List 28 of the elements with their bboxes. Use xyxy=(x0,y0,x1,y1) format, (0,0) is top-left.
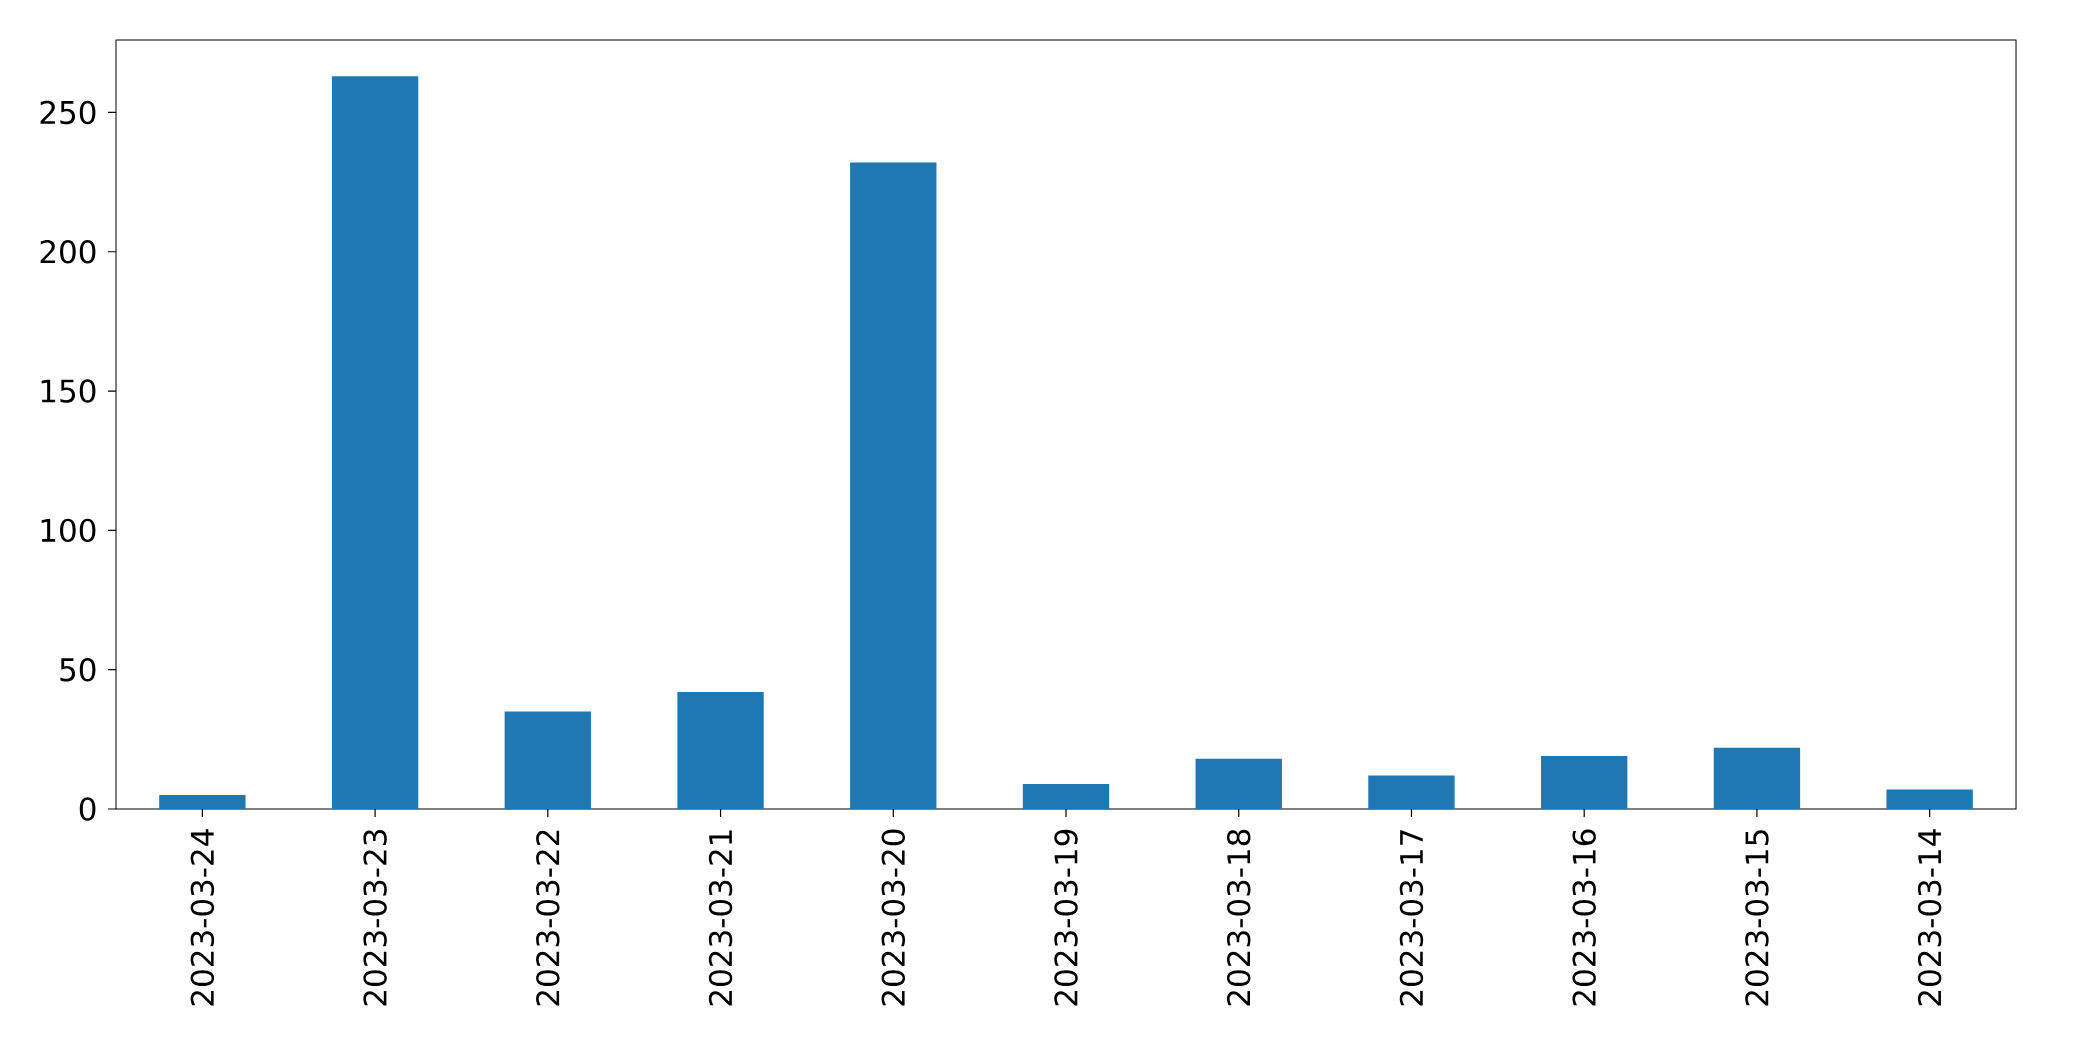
x-tick-label: 2023-03-20 xyxy=(881,829,905,1006)
y-tick-label: 50 xyxy=(60,657,96,682)
x-tick-label: 2023-03-14 xyxy=(1917,829,1942,1006)
y-tick-label: 200 xyxy=(40,240,96,264)
y-tick-label: 0 xyxy=(79,797,96,821)
x-tick-label: 2023-03-21 xyxy=(708,830,733,1006)
x-tick-label: 2023-03-16 xyxy=(1572,829,1596,1006)
x-tick-label: 2023-03-19 xyxy=(1054,829,1078,1006)
bar xyxy=(1195,758,1282,809)
bar xyxy=(850,162,937,809)
x-tick-label: 2023-03-18 xyxy=(1227,829,1251,1006)
y-tick-label: 150 xyxy=(41,379,96,403)
bar xyxy=(159,795,246,809)
x-tick-label: 2023-03-15 xyxy=(1745,830,1769,1006)
bar xyxy=(1886,789,1973,809)
bar xyxy=(1713,747,1801,809)
x-tick-label: 2023-03-24 xyxy=(190,829,215,1006)
x-tick-label: 2023-03-17 xyxy=(1399,830,1424,1006)
y-tick-label: 100 xyxy=(41,518,96,543)
bar xyxy=(331,76,419,809)
bar xyxy=(1368,775,1455,809)
bar xyxy=(1022,783,1110,809)
bar xyxy=(1541,756,1628,809)
x-tick-label: 2023-03-22 xyxy=(536,830,560,1006)
y-tick-label: 250 xyxy=(40,100,96,125)
bar xyxy=(677,691,764,809)
x-tick-label: 2023-03-23 xyxy=(363,830,387,1006)
bar xyxy=(504,711,592,809)
